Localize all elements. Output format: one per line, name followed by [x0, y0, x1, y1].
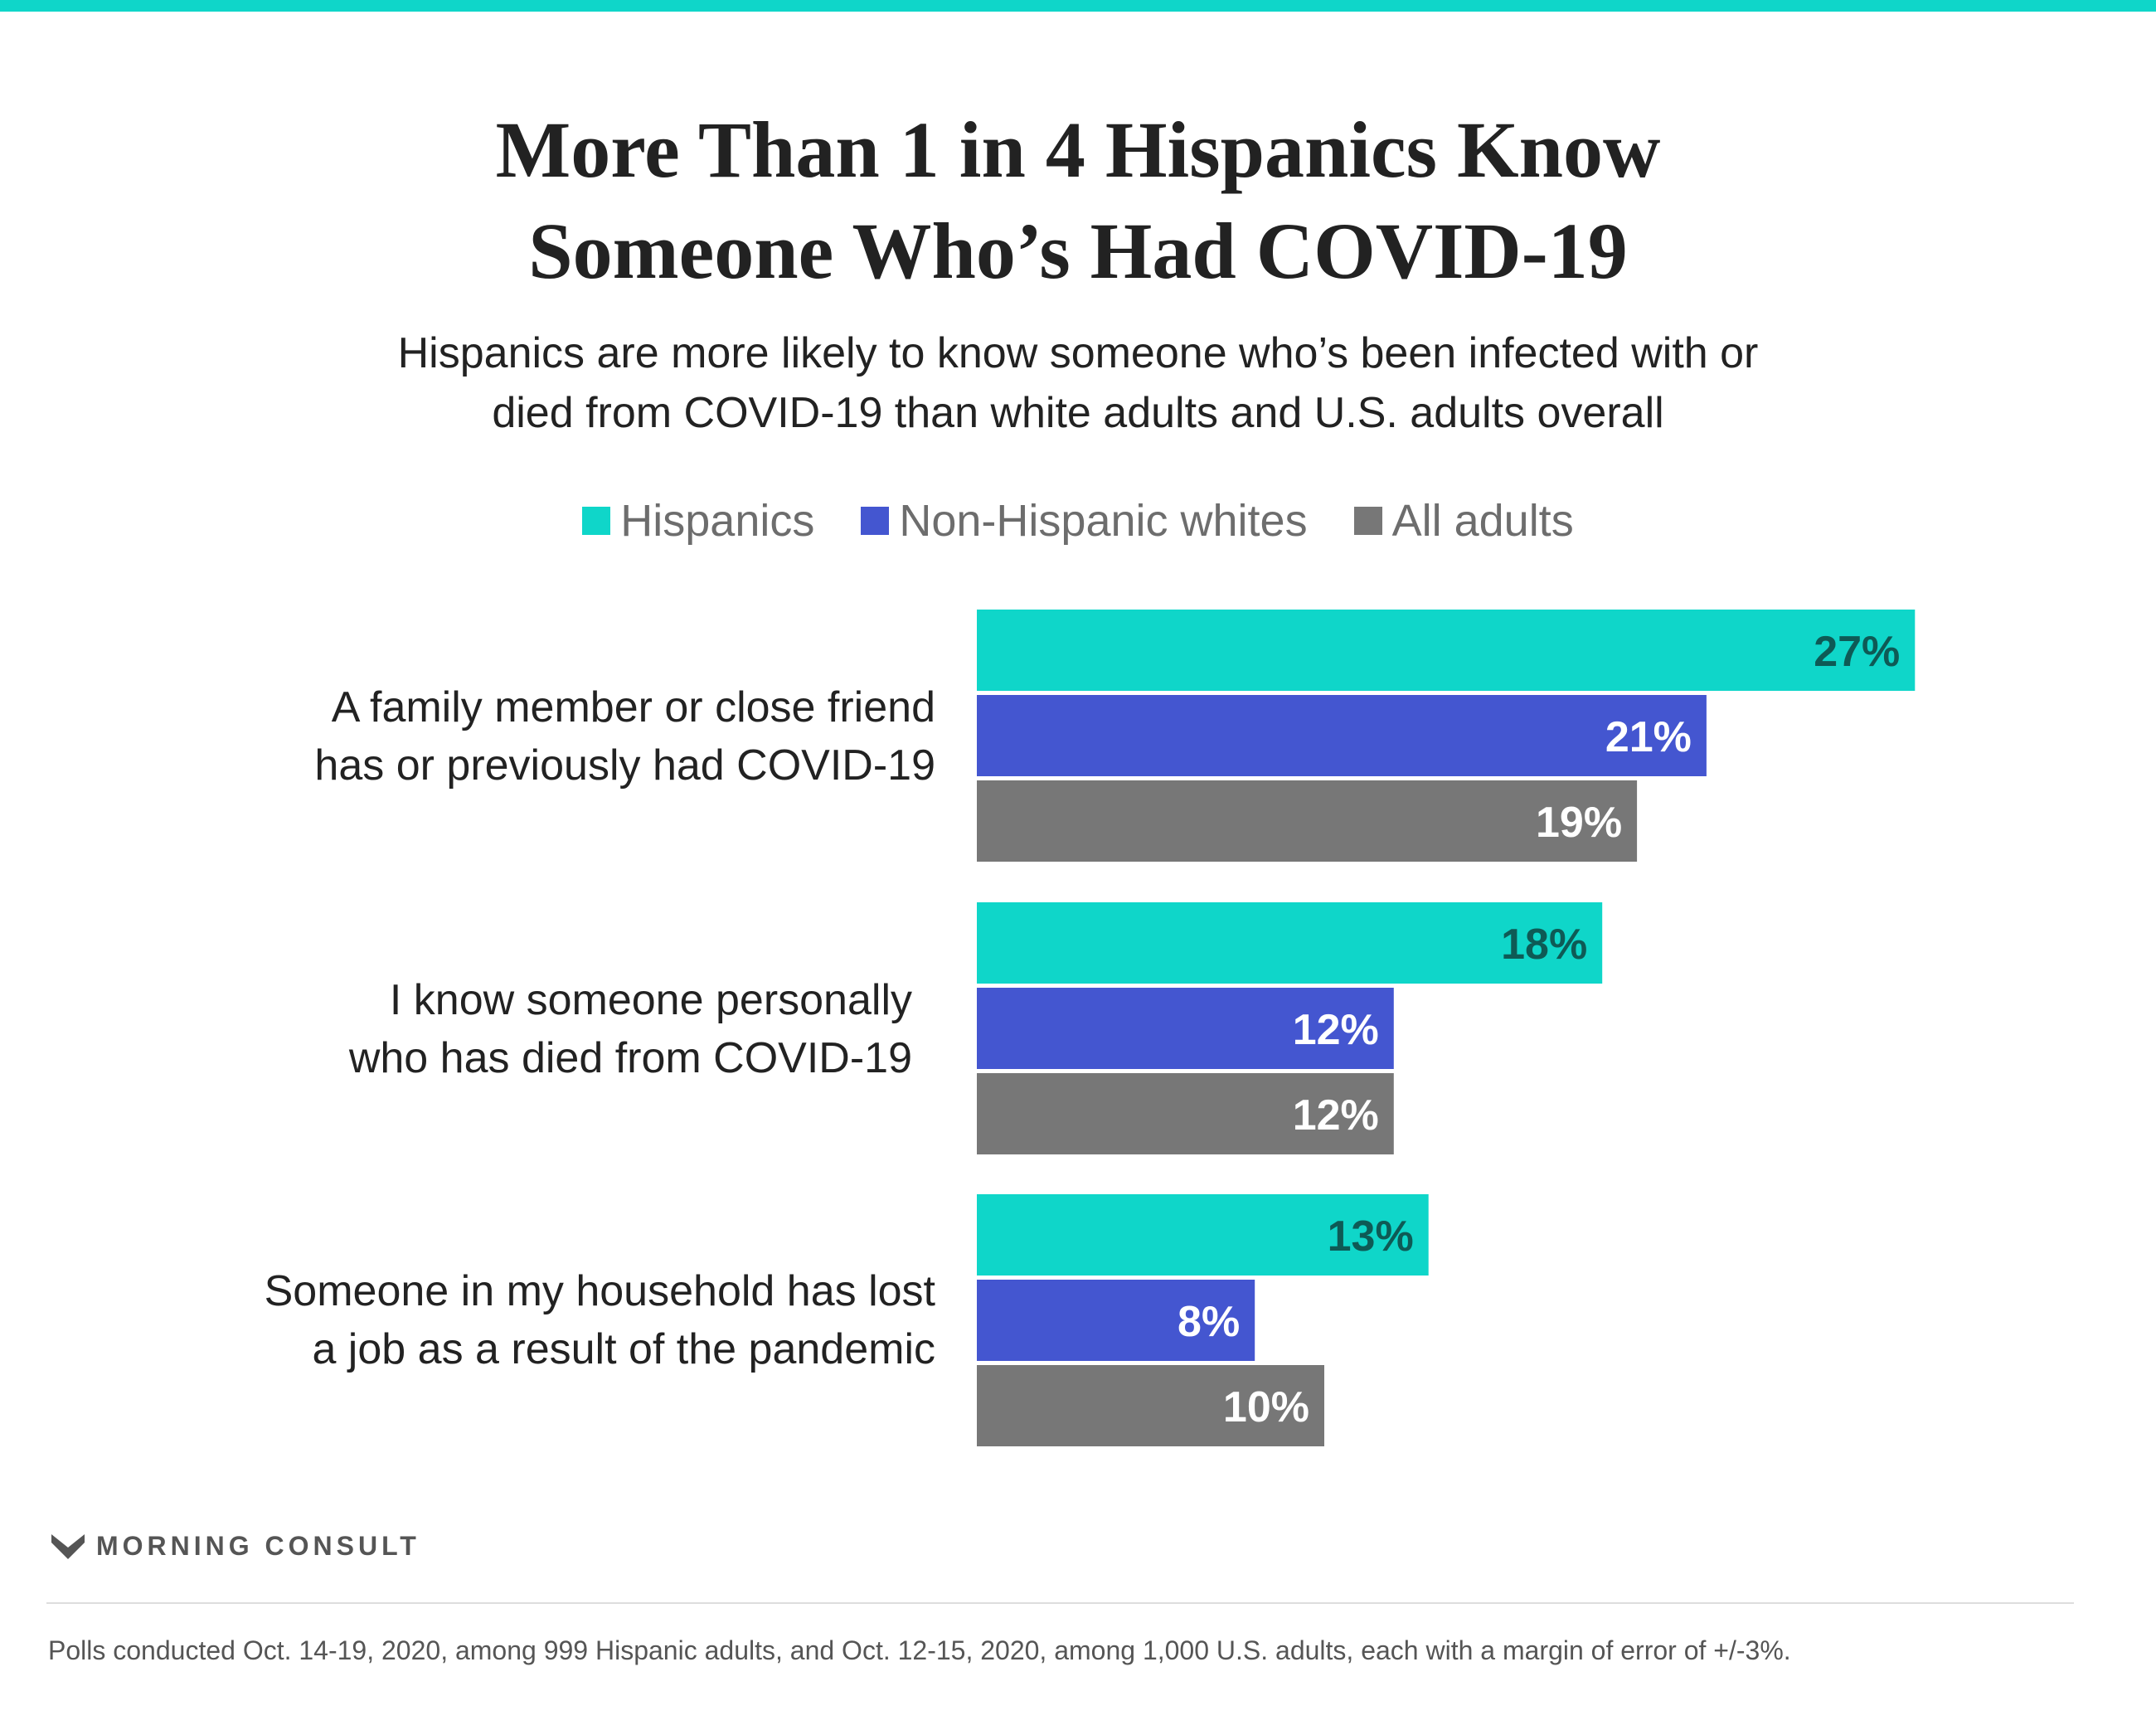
- top-accent-bar: [0, 0, 2156, 12]
- data-label-hispanics-1: 27%: [1814, 628, 1900, 676]
- legend-item-hispanics: Hispanics: [582, 494, 814, 547]
- legend-item-non-hispanic-whites: Non-Hispanic whites: [861, 494, 1308, 547]
- category-label-line: has or previously had COVID-19: [314, 741, 935, 790]
- legend-swatch-hispanics: [582, 507, 611, 535]
- data-label-all-adults-1: 19%: [1536, 799, 1622, 847]
- data-label-all-adults-2: 12%: [1293, 1091, 1379, 1139]
- logo-text: MORNING CONSULT: [96, 1531, 420, 1561]
- morning-consult-logo-icon: [51, 1533, 85, 1559]
- bar-all-adults-3: [977, 1365, 1324, 1446]
- chart-legend: Hispanics Non-Hispanic whites All adults: [0, 494, 2156, 547]
- bar-hispanics-1: [977, 610, 1916, 691]
- category-label-line: A family member or close friend: [331, 683, 935, 731]
- data-label-hispanics-3: 13%: [1328, 1212, 1414, 1261]
- category-label-line: a job as a result of the pandemic: [312, 1325, 935, 1373]
- data-label-non-hispanic-whites-1: 21%: [1605, 713, 1692, 761]
- bar-hispanics-3: [977, 1194, 1429, 1276]
- legend-label-hispanics: Hispanics: [620, 496, 815, 546]
- data-label-non-hispanic-whites-3: 8%: [1178, 1298, 1240, 1346]
- footnote: Polls conducted Oct. 14-19, 2020, among …: [48, 1635, 1791, 1665]
- chart-subtitle-line-1: Hispanics are more likely to know someon…: [397, 329, 1759, 377]
- legend-label-non-hispanic-whites: Non-Hispanic whites: [899, 496, 1308, 546]
- bar-non-hispanic-whites-3: [977, 1280, 1255, 1361]
- morning-consult-logo: MORNING CONSULT: [51, 1531, 420, 1562]
- data-label-non-hispanic-whites-2: 12%: [1293, 1006, 1379, 1054]
- chart-title-line-1: More Than 1 in 4 Hispanics Know: [495, 105, 1661, 194]
- chart-title-line-2: Someone Who’s Had COVID-19: [528, 207, 1628, 295]
- data-label-hispanics-2: 18%: [1501, 921, 1587, 969]
- category-label-lost-job: Someone in my household has lost a job a…: [23, 1262, 935, 1378]
- bar-non-hispanic-whites-2: [977, 988, 1394, 1069]
- category-label-family-member: A family member or close friend has or p…: [23, 678, 935, 794]
- legend-item-all-adults: All adults: [1353, 494, 1574, 547]
- bar-non-hispanic-whites-1: [977, 695, 1707, 776]
- category-label-line: Someone in my household has lost: [264, 1267, 935, 1315]
- legend-swatch-all-adults: [1353, 507, 1382, 535]
- data-label-all-adults-3: 10%: [1223, 1383, 1309, 1431]
- category-label-died: I know someone personally who has died f…: [0, 971, 912, 1087]
- legend-label-all-adults: All adults: [1391, 496, 1574, 546]
- chart-subtitle-line-2: died from COVID-19 than white adults and…: [492, 389, 1664, 437]
- category-label-line: who has died from COVID-19: [348, 1034, 912, 1082]
- chart-title: More Than 1 in 4 Hispanics Know Someone …: [0, 100, 2156, 302]
- footer-divider: [46, 1602, 2074, 1604]
- chart-subtitle: Hispanics are more likely to know someon…: [0, 323, 2156, 443]
- bar-hispanics-2: [977, 902, 1603, 984]
- bar-all-adults-2: [977, 1073, 1394, 1154]
- legend-swatch-non-hispanic-whites: [861, 507, 890, 535]
- bar-all-adults-1: [977, 780, 1638, 862]
- category-label-line: I know someone personally: [389, 976, 912, 1024]
